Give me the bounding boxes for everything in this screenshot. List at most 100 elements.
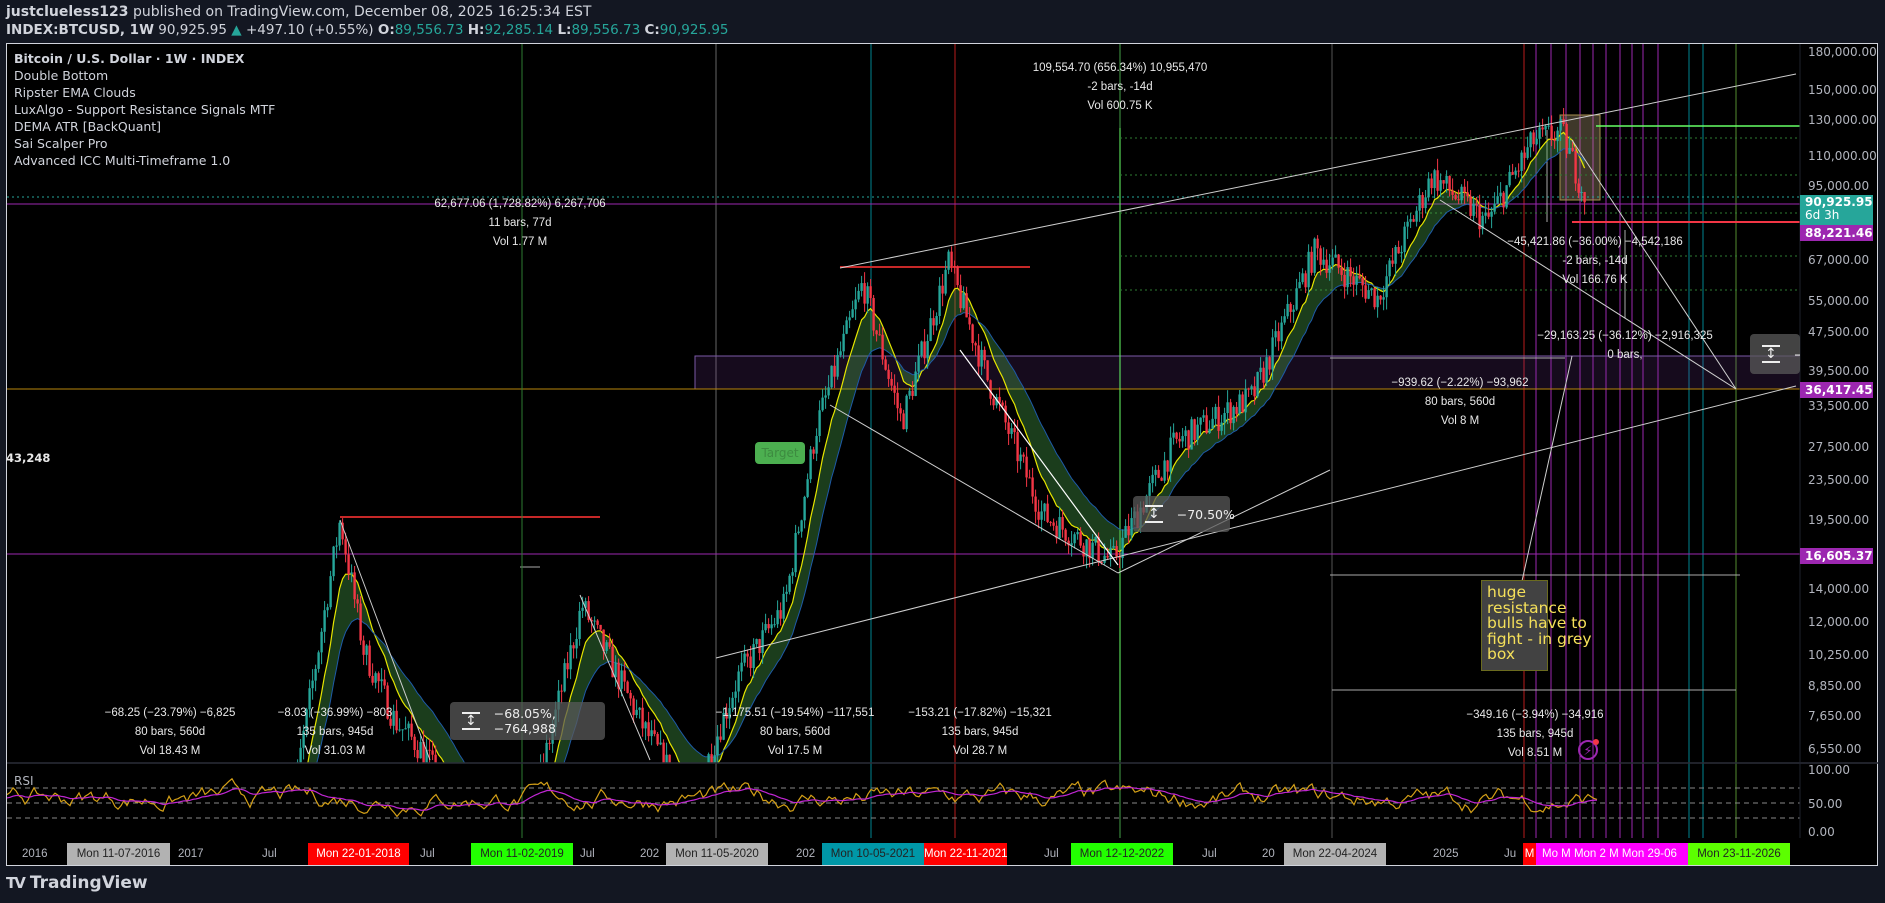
candle-body	[1148, 483, 1151, 496]
lightning-icon[interactable]: ⚡	[1578, 739, 1599, 760]
candle-body	[1070, 543, 1073, 546]
chart-legend: Bitcoin / U.S. Dollar · 1W · INDEX Doubl…	[14, 50, 275, 169]
candle-body	[626, 681, 629, 693]
measure-bars: 80 bars, 560d	[134, 726, 206, 738]
trendlines	[339, 73, 1797, 761]
legend-indicator[interactable]: Double Bottom	[14, 68, 109, 83]
candle-body	[932, 318, 935, 326]
candle-body	[335, 545, 338, 547]
candle-body	[1478, 205, 1481, 230]
candle-body	[992, 398, 995, 406]
range-measure-box[interactable]: ↕ −	[1750, 334, 1800, 374]
legend-indicator[interactable]: Sai Scalper Pro	[14, 136, 108, 151]
candle-body	[338, 522, 341, 546]
rsi-axis-label: 50.00	[1808, 797, 1843, 811]
candle-body	[1127, 525, 1130, 536]
candle-body	[722, 712, 725, 740]
candle-body	[1538, 127, 1541, 139]
candle-body	[479, 873, 481, 878]
candle-body	[1055, 525, 1058, 539]
text-note[interactable]: huge resistance bulls have to fight - in…	[1481, 580, 1592, 671]
candle-body	[1490, 211, 1493, 217]
candle-body	[1322, 259, 1325, 265]
candle-body	[833, 365, 836, 377]
candle-body	[344, 539, 347, 555]
close-value: 90,925.95	[659, 22, 729, 38]
candle-body	[1124, 525, 1127, 538]
legend-indicator[interactable]: Ripster EMA Clouds	[14, 85, 136, 100]
candle-body	[308, 688, 311, 710]
tradingview-footer[interactable]: TV TradingView	[6, 873, 148, 893]
candle-body	[944, 269, 947, 294]
candle-body	[677, 781, 679, 799]
candle-body	[314, 668, 317, 681]
candle-body	[1160, 477, 1163, 481]
candle-body	[1556, 130, 1559, 142]
range-arrows-icon: ↕	[1145, 505, 1163, 523]
legend-indicator[interactable]: LuxAlgo - Support Resistance Signals MTF	[14, 102, 276, 117]
legend-indicator[interactable]: DEMA ATR [BackQuant]	[14, 119, 162, 134]
candle-body	[1103, 555, 1106, 563]
author[interactable]: justclueless123	[6, 4, 129, 20]
candle-body	[1250, 386, 1253, 390]
candle-body	[1529, 132, 1532, 148]
publish-date: published on TradingView.com, December 0…	[133, 4, 592, 20]
candle-body	[1256, 372, 1259, 397]
candle-body	[1085, 539, 1088, 557]
time-marker: Mon 23-11-2026	[1688, 843, 1790, 865]
candle-body	[566, 663, 569, 670]
candle-body	[569, 645, 572, 670]
candle-body	[857, 290, 860, 300]
high-value: 92,285.14	[484, 22, 554, 38]
legend-indicator[interactable]: Advanced ICC Multi-Timeframe 1.0	[14, 153, 231, 168]
candle-body	[545, 742, 548, 763]
measure-label-left: 62,677.06 (1,728.82%) 6,267,706 11 bars,…	[434, 195, 605, 252]
price-axis-label: 7,650.00	[1808, 709, 1862, 724]
measure-bars: 135 bars, 945d	[296, 726, 374, 738]
candle-body	[920, 341, 923, 356]
candle-body	[1463, 186, 1466, 193]
candle-body	[929, 318, 932, 342]
candle-body	[1553, 139, 1556, 142]
symbol[interactable]: INDEX:BTCUSD, 1W	[6, 22, 154, 38]
candle-body	[887, 369, 890, 379]
candle-body	[1316, 238, 1319, 249]
candle-body	[896, 392, 899, 409]
range-measure-box[interactable]: ↕ −70.50%	[1133, 496, 1235, 532]
candle-body	[1433, 170, 1436, 189]
candle-body	[1172, 432, 1175, 438]
candle-body	[593, 620, 596, 622]
candle-body	[1370, 288, 1373, 291]
ema-slow-line	[316, 148, 1585, 763]
candle-body	[596, 620, 599, 625]
candle-body	[1535, 138, 1538, 145]
candle-body	[1130, 518, 1133, 536]
candle-body	[1088, 539, 1091, 559]
time-label: Jul	[420, 848, 435, 860]
price-axis-label: 110,000.00	[1808, 148, 1877, 163]
candle-body	[1427, 178, 1430, 198]
candle-body	[1352, 276, 1355, 285]
candle-body	[350, 572, 353, 575]
candle-body	[1457, 199, 1460, 201]
candle-body	[1196, 424, 1199, 440]
time-label: Jul	[580, 848, 595, 860]
candle-body	[1367, 290, 1370, 299]
candle-body	[1406, 221, 1409, 227]
candle-body	[410, 723, 413, 737]
candle-body	[422, 741, 425, 763]
time-label: Ju	[1504, 848, 1517, 860]
candle-body	[1451, 190, 1454, 195]
measure-price: −153.21 (−17.82%) −15,321	[908, 707, 1052, 719]
candle-body	[287, 833, 289, 857]
range-measure-box[interactable]: ↕ −68.05%, −764,988	[450, 702, 605, 740]
measure-vol: Vol 17.5 M	[767, 745, 823, 757]
candle-body	[398, 729, 401, 731]
candle-body	[731, 697, 734, 709]
candle-body	[1442, 180, 1445, 184]
candle-body	[815, 435, 818, 454]
candle-body	[1076, 532, 1079, 535]
range-arrows-icon: ↕	[1762, 345, 1780, 363]
legend-title[interactable]: Bitcoin / U.S. Dollar · 1W · INDEX	[14, 51, 245, 66]
